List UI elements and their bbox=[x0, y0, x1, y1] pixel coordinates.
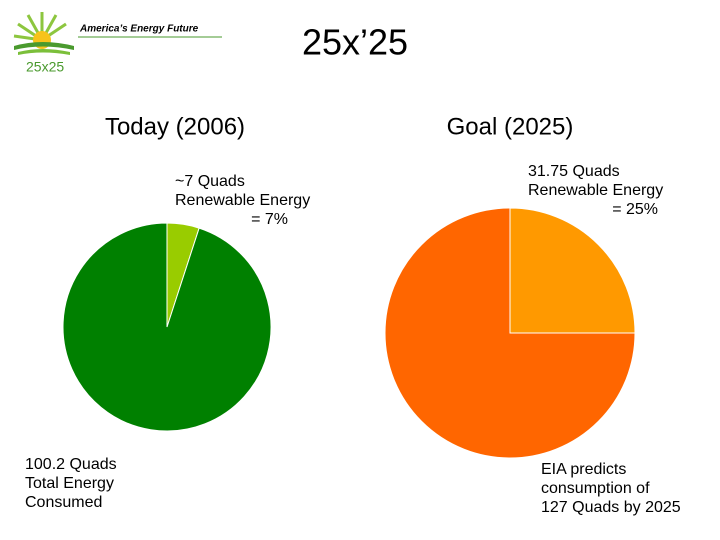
annotation: 100.2 Quads bbox=[25, 456, 117, 473]
annotation: Renewable Energy bbox=[175, 192, 310, 209]
annotation: Consumed bbox=[25, 494, 102, 511]
annotation: = 7% bbox=[251, 211, 288, 228]
annotation: ~7 Quads bbox=[175, 173, 245, 190]
slide-title: 25x’25 bbox=[302, 22, 408, 63]
logo-field bbox=[18, 49, 70, 55]
pie-slice bbox=[384, 207, 636, 459]
annotation: Renewable Energy bbox=[528, 182, 663, 199]
pie-slice bbox=[62, 222, 272, 432]
annotation: consumption of bbox=[541, 480, 650, 497]
annotation: 127 Quads by 2025 bbox=[541, 499, 681, 516]
logo-field bbox=[14, 42, 74, 50]
annotation: = 25% bbox=[612, 201, 658, 218]
pie-title: Today (2006) bbox=[105, 113, 245, 140]
logo: America’s Energy Future 25x25 bbox=[13, 12, 222, 75]
annotation: EIA predicts bbox=[541, 461, 626, 478]
pie-title: Goal (2025) bbox=[447, 113, 574, 140]
annotation: 31.75 Quads bbox=[528, 163, 620, 180]
logo-mark: 25x25 bbox=[26, 59, 64, 75]
pie-slice bbox=[509, 207, 636, 334]
logo-tagline: America’s Energy Future bbox=[79, 24, 199, 35]
annotation: Total Energy bbox=[25, 475, 114, 492]
